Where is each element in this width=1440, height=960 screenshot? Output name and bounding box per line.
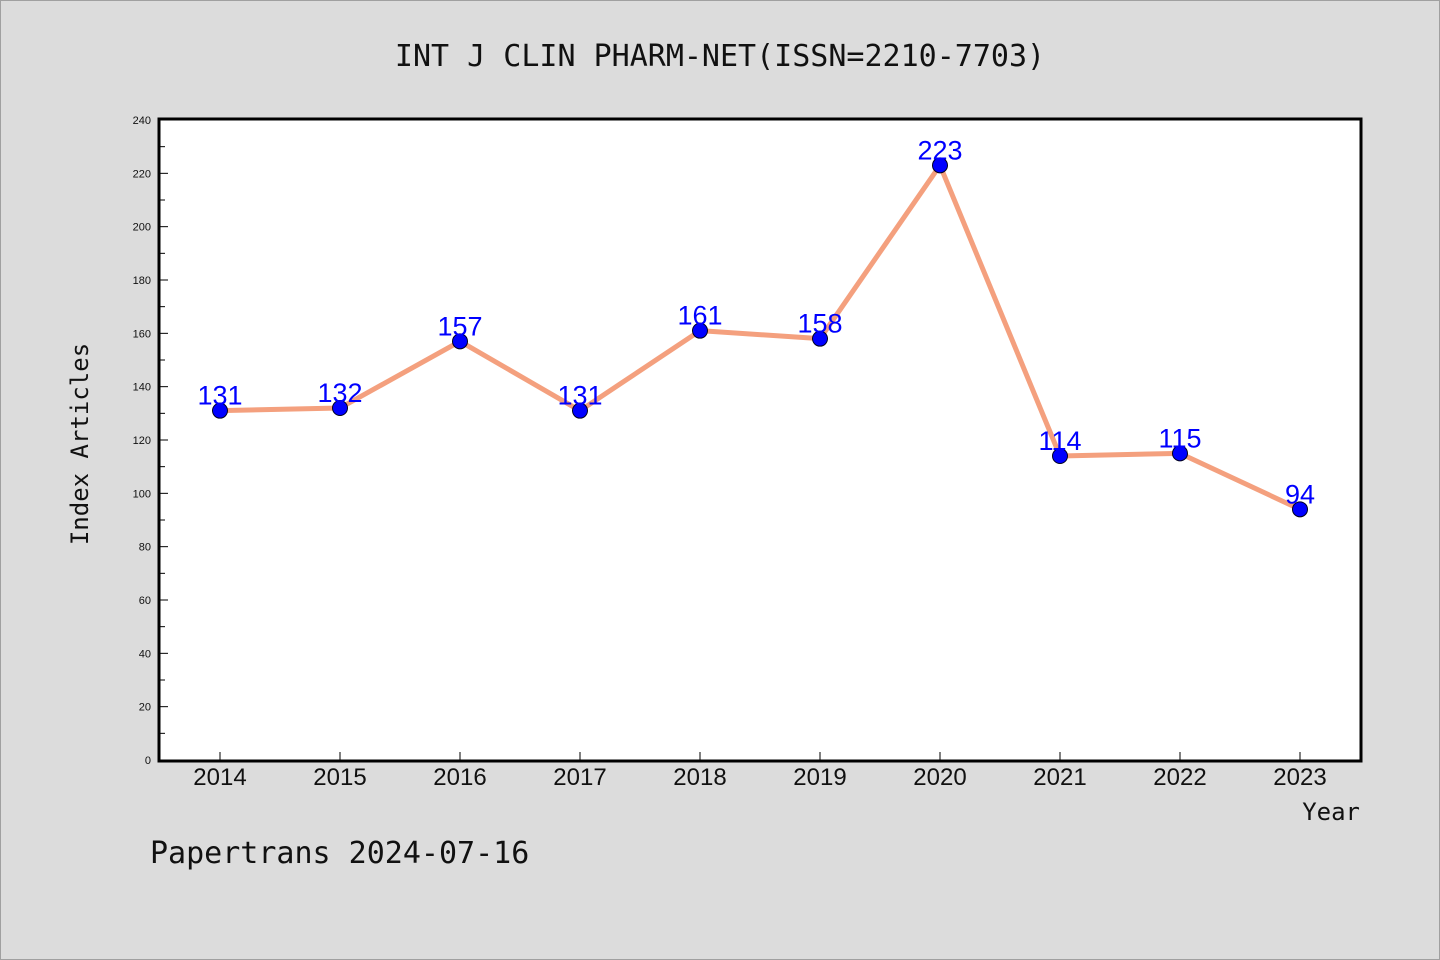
data-point bbox=[1172, 445, 1188, 462]
x-axis-title: Year bbox=[1302, 798, 1360, 826]
x-tick-label: 2018 bbox=[673, 764, 726, 791]
x-tick-label: 2015 bbox=[313, 764, 366, 791]
x-tick-label: 2021 bbox=[1033, 764, 1086, 791]
data-label: 94 bbox=[1285, 479, 1315, 509]
x-tick-label: 2014 bbox=[193, 764, 246, 791]
y-tick-label: 220 bbox=[133, 168, 151, 180]
data-label: 132 bbox=[317, 378, 362, 408]
x-tick-label: 2023 bbox=[1273, 764, 1326, 791]
data-label: 157 bbox=[437, 311, 482, 341]
data-point bbox=[812, 330, 828, 347]
y-tick-label: 20 bbox=[139, 702, 151, 714]
data-point bbox=[1292, 501, 1308, 518]
data-label: 114 bbox=[1038, 426, 1081, 456]
y-tick-label: 200 bbox=[133, 222, 151, 234]
x-tick-label: 2020 bbox=[913, 764, 966, 791]
y-tick-label: 40 bbox=[139, 648, 151, 660]
chart-title: INT J CLIN PHARM-NET(ISSN=2210-7703) bbox=[395, 39, 1045, 74]
y-tick-label: 240 bbox=[133, 115, 151, 127]
series-line-group bbox=[212, 157, 1308, 518]
data-label: 131 bbox=[557, 381, 602, 411]
y-tick-label: 120 bbox=[133, 435, 151, 447]
data-point bbox=[212, 402, 228, 419]
y-axis: 0 20 40 60 80 100 120 140 160 180 200 220 240 bbox=[133, 115, 168, 767]
data-label-group: 131 132 157 131 161 158 223 114 115 94 bbox=[197, 135, 1315, 509]
data-point bbox=[572, 402, 588, 419]
y-tick-label: 160 bbox=[133, 328, 151, 340]
x-axis: 2014 2015 2016 2017 2018 2019 2020 2021 2022 2023 bbox=[193, 752, 1327, 791]
y-tick-label: 140 bbox=[133, 382, 151, 394]
data-point bbox=[692, 322, 708, 339]
y-tick-label: 80 bbox=[139, 542, 151, 554]
x-tick-label: 2022 bbox=[1153, 764, 1206, 791]
y-tick-label: 180 bbox=[133, 275, 151, 287]
data-label: 131 bbox=[197, 381, 242, 411]
y-axis-title: Index Articles bbox=[66, 343, 94, 545]
data-label: 223 bbox=[917, 135, 962, 165]
data-label: 158 bbox=[797, 309, 842, 339]
x-tick-label: 2019 bbox=[793, 764, 846, 791]
data-point bbox=[452, 333, 468, 350]
x-tick-label: 2016 bbox=[433, 764, 486, 791]
x-tick-label: 2017 bbox=[553, 764, 606, 791]
data-point bbox=[1052, 448, 1068, 464]
footer-text: Papertrans 2024-07-16 bbox=[150, 836, 529, 871]
y-tick-label: 60 bbox=[139, 595, 151, 607]
y-tick-label: 0 bbox=[145, 755, 151, 767]
plot-area bbox=[157, 117, 1363, 763]
data-point bbox=[932, 157, 948, 174]
data-label: 161 bbox=[677, 301, 722, 331]
series-line bbox=[219, 162, 1302, 512]
y-tick-label: 100 bbox=[133, 488, 151, 500]
data-point bbox=[332, 400, 348, 416]
data-label: 115 bbox=[1158, 423, 1201, 453]
